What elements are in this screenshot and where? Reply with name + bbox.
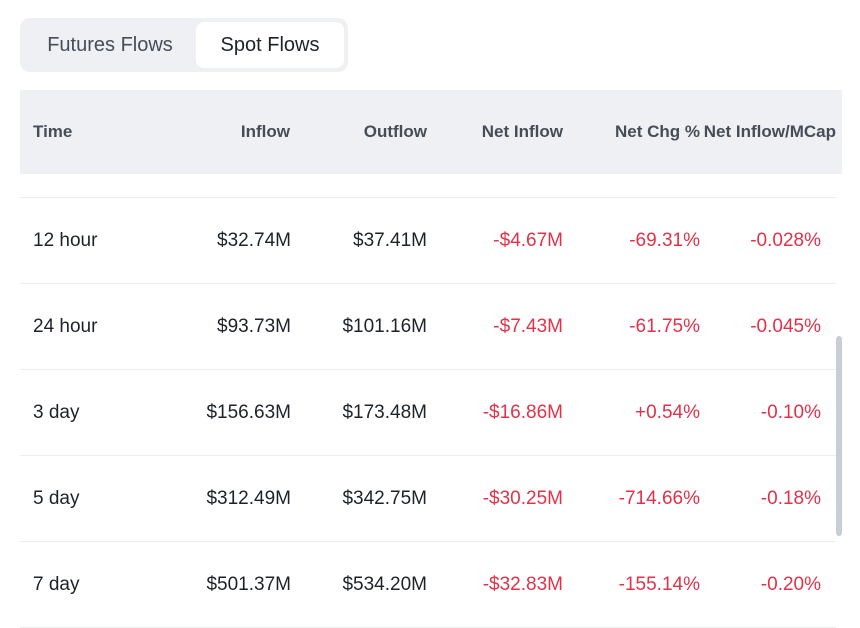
header-outflow[interactable]: Outflow bbox=[363, 122, 427, 141]
cell-time: 24 hour bbox=[33, 316, 98, 337]
cell-net-mcap: -0.18% bbox=[760, 488, 821, 509]
cell-net-inflow: -$32.83M bbox=[482, 574, 563, 595]
table-row[interactable]: 7 day $501.37M $534.20M -$32.83M -155.14… bbox=[20, 542, 836, 628]
cell-inflow: $32.74M bbox=[217, 230, 291, 251]
cell-net-chg: -714.66% bbox=[618, 488, 700, 509]
cell-net-chg: -61.75% bbox=[629, 316, 700, 337]
cell-net-chg: +0.54% bbox=[635, 402, 700, 423]
cell-outflow: $173.48M bbox=[342, 402, 427, 423]
row-divider bbox=[20, 455, 836, 456]
header-net-inflow-mcap[interactable]: Net Inflow/MCap bbox=[703, 122, 836, 141]
tab-futures-flows[interactable]: Futures Flows bbox=[47, 33, 173, 56]
cell-outflow: $534.20M bbox=[342, 574, 427, 595]
row-divider bbox=[20, 541, 836, 542]
header-time[interactable]: Time bbox=[33, 122, 73, 141]
cell-outflow: $101.16M bbox=[342, 316, 427, 337]
header-net-chg[interactable]: Net Chg % bbox=[615, 122, 700, 141]
cell-net-mcap: -0.20% bbox=[760, 574, 821, 595]
header-net-inflow[interactable]: Net Inflow bbox=[481, 122, 563, 141]
cell-net-inflow: -$7.43M bbox=[493, 316, 563, 337]
cell-net-chg: -69.31% bbox=[629, 230, 700, 251]
cell-time: 3 day bbox=[33, 402, 80, 423]
row-divider bbox=[20, 369, 836, 370]
header-inflow[interactable]: Inflow bbox=[240, 122, 290, 141]
cell-time: 7 day bbox=[33, 574, 80, 595]
table-row[interactable]: 5 day $312.49M $342.75M -$30.25M -714.66… bbox=[20, 456, 836, 542]
flow-tabs: Futures Flows Spot Flows bbox=[20, 18, 348, 72]
cell-inflow: $501.37M bbox=[206, 574, 291, 595]
table-row[interactable]: 3 day $156.63M $173.48M -$16.86M +0.54% … bbox=[20, 370, 836, 456]
row-divider bbox=[20, 283, 836, 284]
cell-net-mcap: -0.045% bbox=[750, 316, 821, 337]
cell-outflow: $342.75M bbox=[342, 488, 427, 509]
row-divider bbox=[20, 197, 836, 198]
table-row[interactable]: 12 hour $32.74M $37.41M -$4.67M -69.31% … bbox=[20, 198, 836, 284]
cell-inflow: $312.49M bbox=[206, 488, 291, 509]
cell-net-inflow: -$16.86M bbox=[482, 402, 563, 423]
table-header: Time Inflow Outflow Net Inflow Net Chg %… bbox=[20, 90, 842, 174]
cell-net-chg: -155.14% bbox=[618, 574, 700, 595]
cell-time: 12 hour bbox=[33, 230, 98, 251]
cell-inflow: $156.63M bbox=[206, 402, 291, 423]
tab-spot-flows[interactable]: Spot Flows bbox=[196, 22, 344, 68]
vertical-scrollbar[interactable] bbox=[836, 336, 842, 536]
cell-time: 5 day bbox=[33, 488, 80, 509]
cell-net-mcap: -0.028% bbox=[750, 230, 821, 251]
cell-outflow: $37.41M bbox=[353, 230, 427, 251]
table-row[interactable]: 24 hour $93.73M $101.16M -$7.43M -61.75%… bbox=[20, 284, 836, 370]
cell-inflow: $93.73M bbox=[217, 316, 291, 337]
cell-net-inflow: -$30.25M bbox=[482, 488, 563, 509]
cell-net-inflow: -$4.67M bbox=[493, 230, 563, 251]
cell-net-mcap: -0.10% bbox=[760, 402, 821, 423]
